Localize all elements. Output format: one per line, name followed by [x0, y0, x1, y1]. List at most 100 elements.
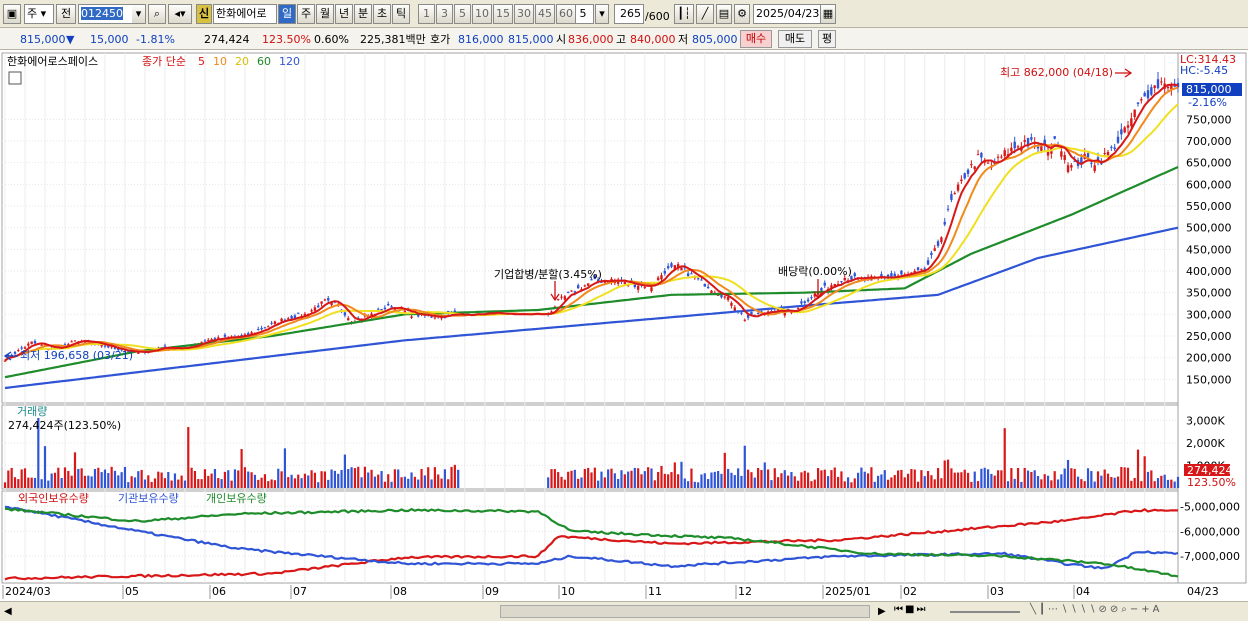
volume-bar [1066, 459, 1070, 488]
drawing-tool-icon[interactable]: ╱ [696, 4, 714, 24]
scroll-thumb[interactable] [500, 605, 870, 618]
buy-button[interactable]: 매수 [740, 30, 772, 48]
save-icon[interactable]: ▤ [716, 4, 732, 24]
candle [1156, 79, 1160, 89]
volume-bar [117, 475, 120, 488]
sell-button[interactable]: 매도 [778, 30, 812, 48]
candle [1143, 92, 1146, 97]
period-button-1[interactable]: 주 [297, 4, 315, 24]
candle [806, 299, 810, 302]
candle [890, 273, 893, 277]
interval-button-5[interactable]: 5 [454, 4, 471, 24]
candle [1100, 163, 1103, 165]
candle-type-icon[interactable]: ┃┆ [674, 4, 694, 24]
volume-bar [407, 478, 410, 488]
mode-select[interactable]: 주 ▾ [24, 4, 54, 24]
volume-bar [560, 476, 563, 488]
candle [260, 327, 263, 330]
volume-bar [597, 480, 600, 488]
current-price-tag [1182, 83, 1242, 96]
interval-button-15[interactable]: 15 [493, 4, 513, 24]
interval-button-1[interactable]: 1 [418, 4, 435, 24]
volume-bar [846, 477, 850, 488]
candle [833, 283, 836, 287]
interval-button-60[interactable]: 60 [556, 4, 576, 24]
price-tick-4: 550,000 [1186, 200, 1232, 213]
candle [27, 343, 30, 346]
candle [3, 360, 7, 362]
candle [1040, 146, 1043, 151]
chart-area[interactable]: 750,000 700,000 650,000 600,000 550,000 500,0… [0, 51, 1248, 601]
quote-bar: 815,000 ▼ 15,000 -1.81% 274,424 123.50% … [0, 28, 1248, 50]
candle [936, 241, 940, 246]
volume-bar [100, 472, 103, 488]
volume-bar [920, 470, 923, 488]
volume-bar [723, 452, 726, 488]
price-tick-3: 600,000 [1186, 178, 1232, 191]
volume-bar [97, 467, 100, 488]
volume-bar [1103, 469, 1106, 488]
volume-bar [790, 472, 793, 488]
interval-dropdown-icon[interactable]: ▾ [595, 4, 609, 24]
volume-bar [320, 471, 323, 488]
candle [583, 285, 587, 287]
period-button-2[interactable]: 월 [316, 4, 334, 24]
volume-bar [93, 469, 97, 488]
volume-bar [17, 479, 20, 488]
candle [943, 221, 946, 225]
chart-svg[interactable]: 750,000 700,000 650,000 600,000 550,000 500,0… [0, 51, 1248, 601]
x-label-6: 10 [561, 585, 575, 598]
interval-button-45[interactable]: 45 [535, 4, 555, 24]
date-input[interactable]: 2025/04/23 [753, 4, 823, 24]
candle [13, 351, 17, 354]
search-icon[interactable]: ⌕ [148, 4, 166, 24]
horizontal-scrollbar[interactable]: ◀ ▶ ⏮■⏭ ╲┃⋯∖∖∖∖⊘⊘⌕−+A [0, 601, 1248, 621]
volume-bar [167, 472, 170, 488]
scroll-left-icon[interactable]: ◀ [4, 606, 12, 617]
code-input[interactable]: 012450 [78, 4, 146, 24]
price-tick-7: 400,000 [1186, 265, 1232, 278]
candle [1103, 153, 1106, 155]
interval-button-10[interactable]: 10 [472, 4, 492, 24]
volume-bar [660, 465, 663, 488]
volume-bar [583, 468, 586, 488]
x-label-9: 2025/01 [825, 585, 871, 598]
code-dropdown-icon[interactable]: ▾ [132, 4, 146, 24]
zoom-slider[interactable] [950, 611, 1020, 613]
holding-series-institution: 기관보유수량 [118, 492, 179, 505]
playback-controls-icon[interactable]: ⏮■⏭ [894, 604, 928, 615]
gear-icon[interactable]: ⚙ [734, 4, 750, 24]
candle [1120, 129, 1123, 135]
speaker-icon[interactable]: ◂▾ [168, 4, 192, 24]
low-value: 805,000 [692, 33, 738, 46]
volume-bar [20, 469, 23, 488]
volume-bar [1100, 475, 1103, 488]
period-button-4[interactable]: 분 [354, 4, 372, 24]
chart-menu-icon[interactable]: ▣ [3, 4, 21, 24]
calendar-icon[interactable]: ▦ [820, 4, 836, 24]
volume-bar [417, 479, 420, 488]
ask-value: 816,000 [458, 33, 504, 46]
volume-bar [210, 473, 213, 488]
candle [783, 313, 786, 316]
prev-button[interactable]: 전 [56, 4, 76, 24]
period-button-0[interactable]: 일 [278, 4, 296, 24]
legend-ma-5: 5 [198, 55, 205, 68]
candle [403, 310, 407, 313]
period-button-3[interactable]: 년 [335, 4, 353, 24]
period-button-5[interactable]: 초 [373, 4, 391, 24]
volume-bar [1106, 473, 1110, 488]
candle [963, 173, 966, 179]
volume-bar [183, 480, 187, 488]
interval-button-30[interactable]: 30 [514, 4, 534, 24]
volume-title: 거래량 [17, 405, 47, 418]
candle [633, 284, 637, 288]
count-input[interactable]: 265 [614, 4, 644, 24]
candle [740, 312, 743, 314]
interval-button-3[interactable]: 3 [436, 4, 453, 24]
scroll-right-icon[interactable]: ▶ [878, 606, 886, 617]
x-label-10: 02 [903, 585, 917, 598]
drawing-tools-icon[interactable]: ╲┃⋯∖∖∖∖⊘⊘⌕−+A [1030, 604, 1163, 615]
avg-button[interactable]: 평 [818, 30, 836, 48]
period-button-6[interactable]: 틱 [392, 4, 410, 24]
